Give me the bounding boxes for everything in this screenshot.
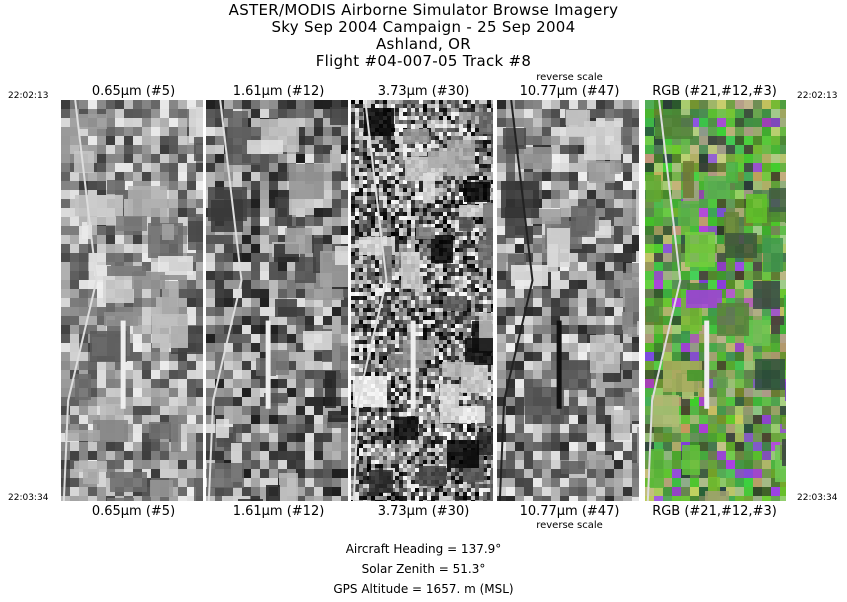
image-strip-band-12 [206,100,348,501]
band-label-top-3: 3.73μm (#30) [377,84,470,99]
solar-zenith: Solar Zenith = 51.3° [361,562,486,576]
start-time-right: 22:02:13 [797,91,838,101]
band-label-bottom-5: RGB (#21,#12,#3) [652,504,777,519]
aerial-image-texture [61,100,203,501]
image-strip-rgb [645,100,786,501]
band-label-top-1: 0.65μm (#5) [91,84,176,99]
band-label-bottom-1: 0.65μm (#5) [91,504,176,519]
aerial-image-texture [645,100,786,501]
aerial-image-texture [497,100,639,501]
end-time-left: 22:03:34 [8,493,49,503]
reverse-scale-top: reverse scale [536,72,603,83]
aircraft-heading: Aircraft Heading = 137.9° [345,542,502,556]
title-block: ASTER/MODIS Airborne Simulator Browse Im… [0,2,847,70]
title-campaign: Sky Sep 2004 Campaign - 25 Sep 2004 [271,18,576,36]
image-strip-band-47 [497,100,639,501]
band-label-bottom-3: 3.73μm (#30) [377,504,470,519]
band-label-top-5: RGB (#21,#12,#3) [652,84,777,99]
image-strip-band-30 [351,100,493,501]
band-label-bottom-2: 1.61μm (#12) [232,504,325,519]
image-strip-band-5 [61,100,203,501]
gps-altitude: GPS Altitude = 1657. m (MSL) [333,582,514,596]
title-main: ASTER/MODIS Airborne Simulator Browse Im… [228,1,619,19]
start-time-left: 22:02:13 [8,91,49,101]
reverse-scale-bottom: reverse scale [536,520,603,531]
band-label-top-4: 10.77μm (#47) [519,84,620,99]
band-label-bottom-4: 10.77μm (#47) [519,504,620,519]
end-time-right: 22:03:34 [797,493,838,503]
band-label-top-2: 1.61μm (#12) [232,84,325,99]
title-flight: Flight #04-007-05 Track #8 [315,52,532,70]
aerial-image-texture [351,100,493,501]
aerial-image-texture [206,100,348,501]
title-location: Ashland, OR [375,35,472,53]
